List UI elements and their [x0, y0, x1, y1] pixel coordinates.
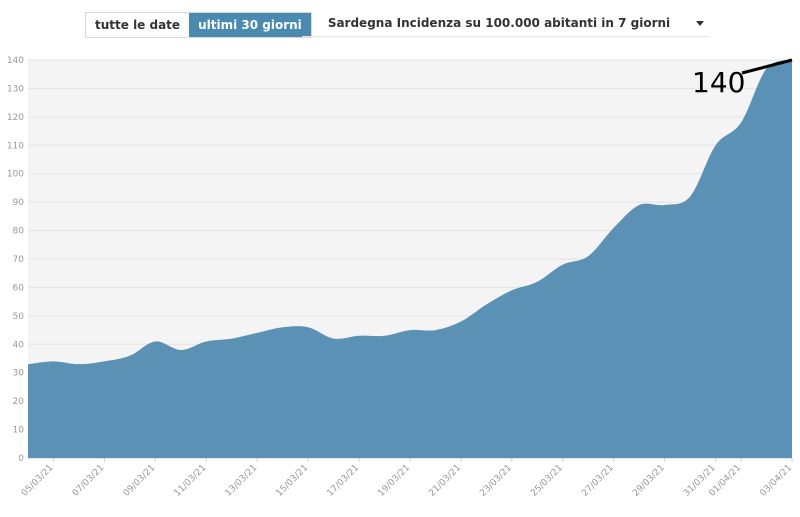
metric-select-label: Sardegna Incidenza su 100.000 abitanti i…	[327, 16, 671, 30]
x-tick-label: 03/04/21	[758, 463, 794, 499]
x-tick-label: 07/03/21	[71, 463, 107, 499]
y-tick-label: 80	[13, 227, 25, 237]
y-tick-label: 70	[13, 255, 25, 265]
y-tick-label: 60	[13, 283, 25, 293]
y-tick-label: 30	[13, 369, 25, 379]
y-tick-label: 50	[13, 312, 25, 322]
y-tick-label: 100	[7, 170, 24, 180]
annotation: 140	[692, 58, 793, 99]
x-tick-label: 09/03/21	[122, 463, 158, 499]
y-tick-label: 130	[7, 84, 24, 94]
x-tick-label: 17/03/21	[326, 463, 362, 499]
y-axis-ticks: 0 10 20 30 40 50 60 70 80 90 100 110 120 130 140	[7, 56, 24, 464]
x-tick-label: 21/03/21	[427, 463, 463, 499]
y-tick-label: 10	[13, 426, 25, 436]
annotation-line	[741, 58, 793, 75]
y-tick-label: 90	[13, 198, 25, 208]
y-tick-label: 110	[7, 141, 24, 151]
last-30-days-button[interactable]: ultimi 30 giorni	[189, 13, 311, 37]
metric-select[interactable]: Sardegna Incidenza su 100.000 abitanti i…	[302, 10, 708, 37]
all-dates-button[interactable]: tutte le date	[86, 13, 190, 37]
y-tick-label: 0	[18, 454, 24, 464]
x-axis-ticks: 05/03/21 07/03/21 09/03/21 11/03/21 13/03/21…	[20, 458, 794, 499]
x-tick-label: 23/03/21	[478, 463, 514, 499]
range-toggle: tutte le date ultimi 30 giorni	[85, 12, 312, 38]
x-tick-label: 19/03/21	[376, 463, 412, 499]
y-tick-label: 140	[7, 56, 24, 66]
annotation-label: 140	[692, 66, 745, 99]
x-tick-label: 25/03/21	[529, 463, 565, 499]
x-tick-label: 05/03/21	[20, 463, 56, 499]
x-tick-label: 27/03/21	[580, 463, 616, 499]
x-tick-label: 11/03/21	[173, 463, 209, 499]
incidence-area	[28, 60, 792, 458]
chevron-down-icon	[696, 20, 704, 26]
y-tick-label: 40	[13, 340, 25, 350]
x-tick-label: 15/03/21	[275, 463, 311, 499]
y-tick-label: 120	[7, 113, 24, 123]
y-tick-label: 20	[13, 397, 25, 407]
x-tick-label: 29/03/21	[631, 463, 667, 499]
x-tick-label: 13/03/21	[224, 463, 260, 499]
